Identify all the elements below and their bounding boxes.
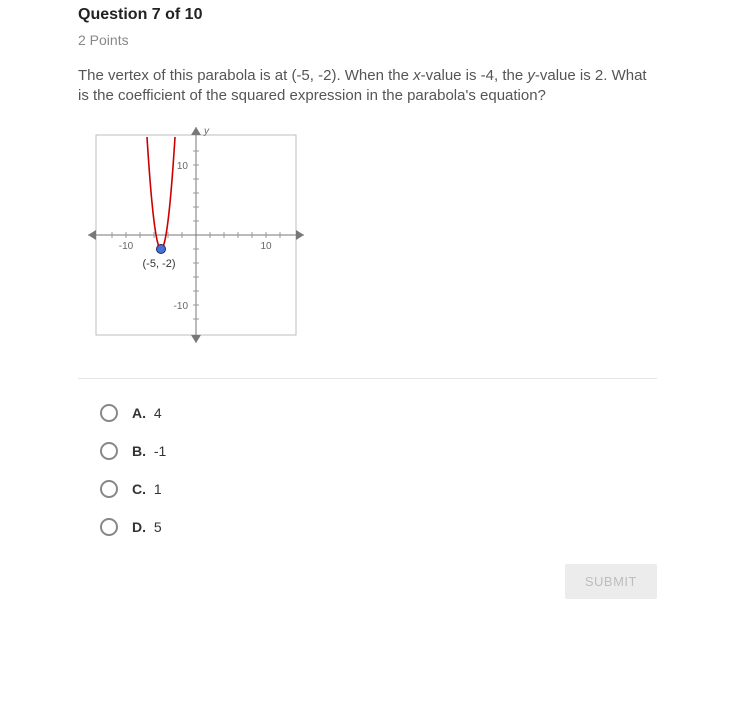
qtext-part: -value is -4, the <box>421 67 528 84</box>
radio-icon[interactable] <box>100 480 118 498</box>
radio-icon[interactable] <box>100 518 118 536</box>
choice-c[interactable]: C. 1 <box>100 480 657 498</box>
svg-text:(-5, -2): (-5, -2) <box>143 258 176 270</box>
svg-text:10: 10 <box>260 241 272 252</box>
qtext-var-x: x <box>413 67 421 84</box>
qtext-part: The vertex of this parabola is at (-5, -… <box>78 67 413 84</box>
question-text: The vertex of this parabola is at (-5, -… <box>78 66 657 105</box>
choice-label: B. -1 <box>132 443 166 459</box>
parabola-chart: 10-1010-10xy(-5, -2) <box>86 125 657 356</box>
svg-text:y: y <box>203 126 210 137</box>
question-header: Question 7 of 10 <box>78 6 657 24</box>
submit-button[interactable]: SUBMIT <box>565 564 657 599</box>
answer-choices: A. 4 B. -1 C. 1 D. 5 <box>78 404 657 536</box>
svg-text:-10: -10 <box>174 301 189 312</box>
choice-label: A. 4 <box>132 405 162 421</box>
radio-icon[interactable] <box>100 404 118 422</box>
radio-icon[interactable] <box>100 442 118 460</box>
choice-label: C. 1 <box>132 481 162 497</box>
divider <box>78 378 657 379</box>
svg-text:10: 10 <box>177 161 189 172</box>
choice-b[interactable]: B. -1 <box>100 442 657 460</box>
choice-d[interactable]: D. 5 <box>100 518 657 536</box>
svg-text:-10: -10 <box>119 241 134 252</box>
choice-a[interactable]: A. 4 <box>100 404 657 422</box>
qtext-var-y: y <box>527 67 535 84</box>
choice-label: D. 5 <box>132 519 162 535</box>
question-points: 2 Points <box>78 32 657 48</box>
